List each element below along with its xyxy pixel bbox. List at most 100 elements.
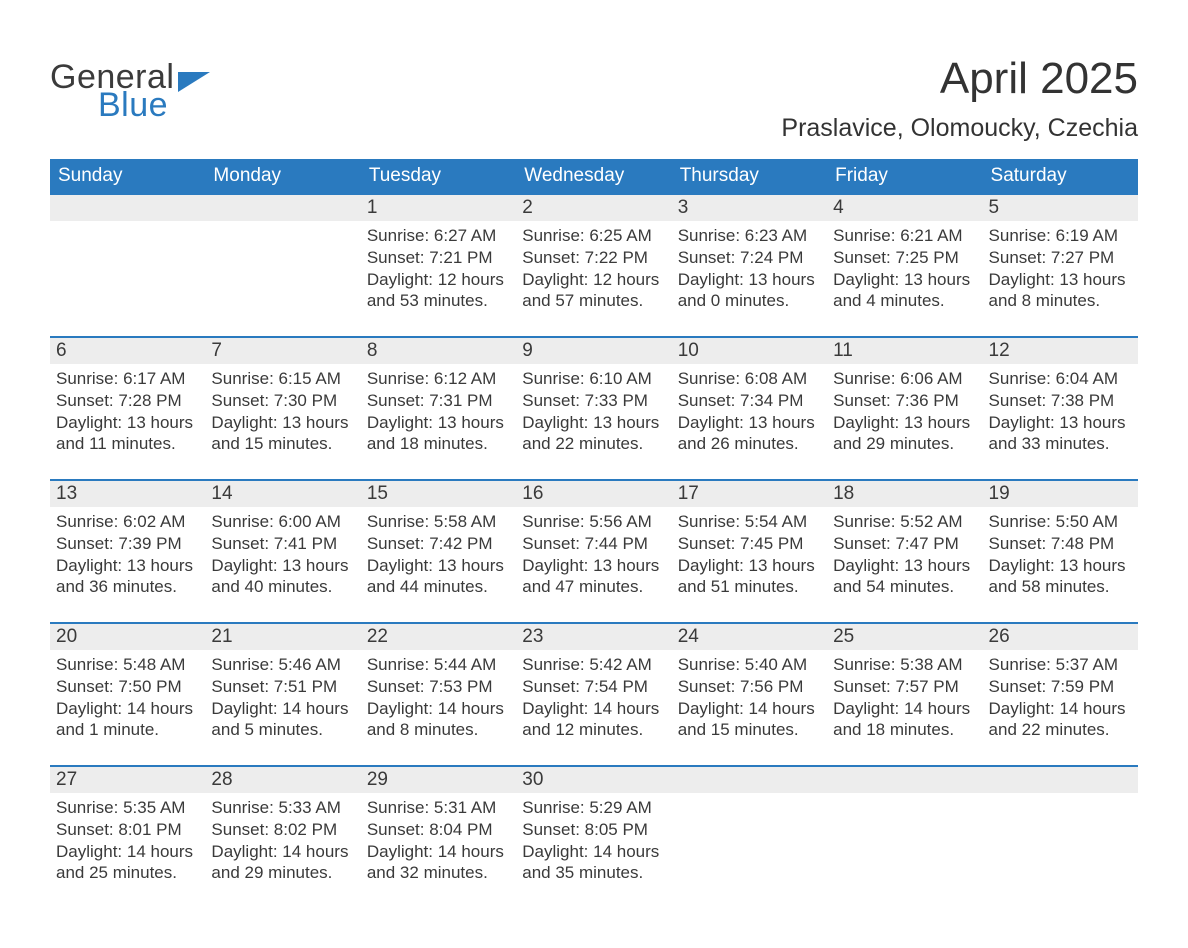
day-detail-cell: Sunrise: 5:35 AMSunset: 8:01 PMDaylight:…	[50, 793, 205, 908]
day-detail-cell: Sunrise: 6:06 AMSunset: 7:36 PMDaylight:…	[827, 364, 982, 480]
sunset-text: Sunset: 7:36 PM	[833, 390, 976, 412]
sunset-text: Sunset: 7:51 PM	[211, 676, 354, 698]
day-number-cell	[983, 766, 1138, 793]
daylight-text-2: and 51 minutes.	[678, 576, 821, 598]
sunrise-text: Sunrise: 6:00 AM	[211, 511, 354, 533]
logo: General Blue	[50, 54, 210, 122]
daylight-text-1: Daylight: 13 hours	[522, 412, 665, 434]
day-detail-cell: Sunrise: 5:37 AMSunset: 7:59 PMDaylight:…	[983, 650, 1138, 766]
week-detail-row: Sunrise: 6:17 AMSunset: 7:28 PMDaylight:…	[50, 364, 1138, 480]
sunrise-text: Sunrise: 6:06 AM	[833, 368, 976, 390]
daylight-text-1: Daylight: 14 hours	[56, 841, 199, 863]
daylight-text-2: and 33 minutes.	[989, 433, 1132, 455]
day-number-cell: 25	[827, 623, 982, 650]
day-detail-cell: Sunrise: 6:17 AMSunset: 7:28 PMDaylight:…	[50, 364, 205, 480]
day-number-cell: 2	[516, 195, 671, 221]
day-number-cell: 4	[827, 195, 982, 221]
col-thursday: Thursday	[672, 159, 827, 195]
calendar-page: General Blue April 2025 Praslavice, Olom…	[0, 0, 1188, 948]
sunset-text: Sunset: 7:53 PM	[367, 676, 510, 698]
daylight-text-1: Daylight: 14 hours	[211, 841, 354, 863]
day-detail-cell: Sunrise: 6:12 AMSunset: 7:31 PMDaylight:…	[361, 364, 516, 480]
day-number-cell	[50, 195, 205, 221]
sunrise-text: Sunrise: 5:46 AM	[211, 654, 354, 676]
daylight-text-1: Daylight: 13 hours	[367, 412, 510, 434]
sunset-text: Sunset: 7:47 PM	[833, 533, 976, 555]
daylight-text-2: and 1 minute.	[56, 719, 199, 741]
sunset-text: Sunset: 7:56 PM	[678, 676, 821, 698]
calendar-header: Sunday Monday Tuesday Wednesday Thursday…	[50, 159, 1138, 195]
sunrise-text: Sunrise: 6:23 AM	[678, 225, 821, 247]
day-number-cell: 1	[361, 195, 516, 221]
daylight-text-2: and 35 minutes.	[522, 862, 665, 884]
week-number-row: 12345	[50, 195, 1138, 221]
day-number-cell: 19	[983, 480, 1138, 507]
daylight-text-2: and 5 minutes.	[211, 719, 354, 741]
day-detail-cell: Sunrise: 5:42 AMSunset: 7:54 PMDaylight:…	[516, 650, 671, 766]
day-number-cell	[205, 195, 360, 221]
sunset-text: Sunset: 7:27 PM	[989, 247, 1132, 269]
sunset-text: Sunset: 7:33 PM	[522, 390, 665, 412]
sunset-text: Sunset: 7:38 PM	[989, 390, 1132, 412]
daylight-text-1: Daylight: 13 hours	[367, 555, 510, 577]
day-number-cell: 17	[672, 480, 827, 507]
day-number-cell: 11	[827, 337, 982, 364]
daylight-text-1: Daylight: 14 hours	[56, 698, 199, 720]
page-subtitle: Praslavice, Olomoucky, Czechia	[781, 114, 1138, 143]
day-number-cell: 12	[983, 337, 1138, 364]
daylight-text-1: Daylight: 13 hours	[678, 555, 821, 577]
week-detail-row: Sunrise: 5:48 AMSunset: 7:50 PMDaylight:…	[50, 650, 1138, 766]
sunset-text: Sunset: 7:25 PM	[833, 247, 976, 269]
col-sunday: Sunday	[50, 159, 205, 195]
sunrise-text: Sunrise: 5:44 AM	[367, 654, 510, 676]
day-number-cell: 8	[361, 337, 516, 364]
daylight-text-1: Daylight: 13 hours	[522, 555, 665, 577]
daylight-text-1: Daylight: 13 hours	[833, 555, 976, 577]
week-detail-row: Sunrise: 6:02 AMSunset: 7:39 PMDaylight:…	[50, 507, 1138, 623]
sunset-text: Sunset: 7:50 PM	[56, 676, 199, 698]
day-detail-cell: Sunrise: 5:50 AMSunset: 7:48 PMDaylight:…	[983, 507, 1138, 623]
day-detail-cell	[50, 221, 205, 337]
day-detail-cell: Sunrise: 6:10 AMSunset: 7:33 PMDaylight:…	[516, 364, 671, 480]
daylight-text-2: and 22 minutes.	[989, 719, 1132, 741]
day-detail-cell: Sunrise: 5:58 AMSunset: 7:42 PMDaylight:…	[361, 507, 516, 623]
sunset-text: Sunset: 7:45 PM	[678, 533, 821, 555]
day-number-cell: 29	[361, 766, 516, 793]
col-wednesday: Wednesday	[516, 159, 671, 195]
sunrise-text: Sunrise: 5:33 AM	[211, 797, 354, 819]
sunrise-text: Sunrise: 6:19 AM	[989, 225, 1132, 247]
daylight-text-2: and 18 minutes.	[833, 719, 976, 741]
daylight-text-1: Daylight: 13 hours	[989, 555, 1132, 577]
day-detail-cell	[827, 793, 982, 908]
sunrise-text: Sunrise: 6:12 AM	[367, 368, 510, 390]
daylight-text-2: and 40 minutes.	[211, 576, 354, 598]
day-detail-cell: Sunrise: 6:15 AMSunset: 7:30 PMDaylight:…	[205, 364, 360, 480]
daylight-text-1: Daylight: 13 hours	[833, 269, 976, 291]
day-detail-cell: Sunrise: 6:21 AMSunset: 7:25 PMDaylight:…	[827, 221, 982, 337]
daylight-text-2: and 32 minutes.	[367, 862, 510, 884]
sunrise-text: Sunrise: 5:29 AM	[522, 797, 665, 819]
sunset-text: Sunset: 7:41 PM	[211, 533, 354, 555]
daylight-text-2: and 18 minutes.	[367, 433, 510, 455]
day-detail-cell: Sunrise: 5:31 AMSunset: 8:04 PMDaylight:…	[361, 793, 516, 908]
daylight-text-2: and 12 minutes.	[522, 719, 665, 741]
header-row: General Blue April 2025 Praslavice, Olom…	[50, 54, 1138, 143]
day-detail-cell: Sunrise: 5:44 AMSunset: 7:53 PMDaylight:…	[361, 650, 516, 766]
sunrise-text: Sunrise: 6:10 AM	[522, 368, 665, 390]
day-number-cell: 21	[205, 623, 360, 650]
day-number-cell: 16	[516, 480, 671, 507]
col-monday: Monday	[205, 159, 360, 195]
daylight-text-2: and 25 minutes.	[56, 862, 199, 884]
sunset-text: Sunset: 7:28 PM	[56, 390, 199, 412]
sunrise-text: Sunrise: 5:42 AM	[522, 654, 665, 676]
week-number-row: 6789101112	[50, 337, 1138, 364]
sunset-text: Sunset: 7:54 PM	[522, 676, 665, 698]
sunset-text: Sunset: 8:04 PM	[367, 819, 510, 841]
day-number-cell: 20	[50, 623, 205, 650]
day-detail-cell: Sunrise: 6:08 AMSunset: 7:34 PMDaylight:…	[672, 364, 827, 480]
title-block: April 2025 Praslavice, Olomoucky, Czechi…	[781, 54, 1138, 143]
day-number-cell: 13	[50, 480, 205, 507]
daylight-text-1: Daylight: 14 hours	[367, 698, 510, 720]
daylight-text-2: and 8 minutes.	[989, 290, 1132, 312]
sunrise-text: Sunrise: 5:38 AM	[833, 654, 976, 676]
